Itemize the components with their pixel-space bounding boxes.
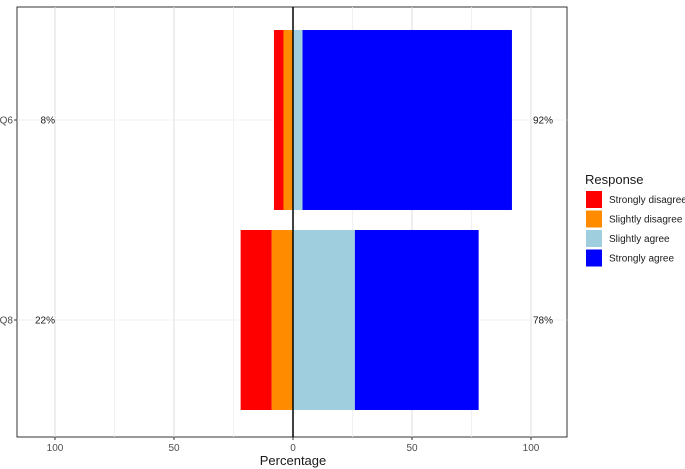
bar-q8-strongly-agree [354,230,479,410]
legend-title: Response [585,172,644,187]
bar-q6-slightly-disagree [283,30,293,210]
x-axis-title: Percentage [260,453,327,468]
bar-q6-strongly-agree [302,30,512,210]
legend-swatch-strongly-agree [586,249,602,267]
bar-q8-slightly-agree [293,230,355,410]
legend-label: Slightly agree [609,234,670,245]
right-percent-label: 78% [533,316,553,327]
legend-swatch-slightly-disagree [586,210,602,228]
x-axis-ticks: 100 50 0 50 100 [47,437,540,454]
left-percent-label: 8% [41,116,56,127]
bars [240,30,512,410]
right-percent-label: 92% [533,116,553,127]
legend-swatch-strongly-disagree [586,191,602,208]
category-labels: Q6 Q8 [0,116,17,327]
x-tick-label: 100 [47,443,64,454]
x-tick-label: 100 [523,443,540,454]
category-label: Q8 [0,316,13,327]
bar-q6-strongly-disagree [273,30,284,210]
bar-q6-slightly-agree [293,30,303,210]
legend-label: Strongly agree [609,254,674,265]
legend-label: Strongly disagree [609,195,685,206]
left-percent-label: 22% [35,316,55,327]
category-label: Q6 [0,116,13,127]
bar-q8-slightly-disagree [271,230,293,410]
x-tick-label: 0 [290,443,296,454]
legend-label: Slightly disagree [609,215,683,226]
x-tick-label: 50 [406,443,418,454]
legend: Response Strongly disagree Slightly disag… [585,172,685,267]
bar-q8-strongly-disagree [240,230,272,410]
percent-labels: 8% 92% 22% 78% [35,116,553,327]
x-tick-label: 50 [168,443,180,454]
legend-swatch-slightly-agree [586,230,602,247]
